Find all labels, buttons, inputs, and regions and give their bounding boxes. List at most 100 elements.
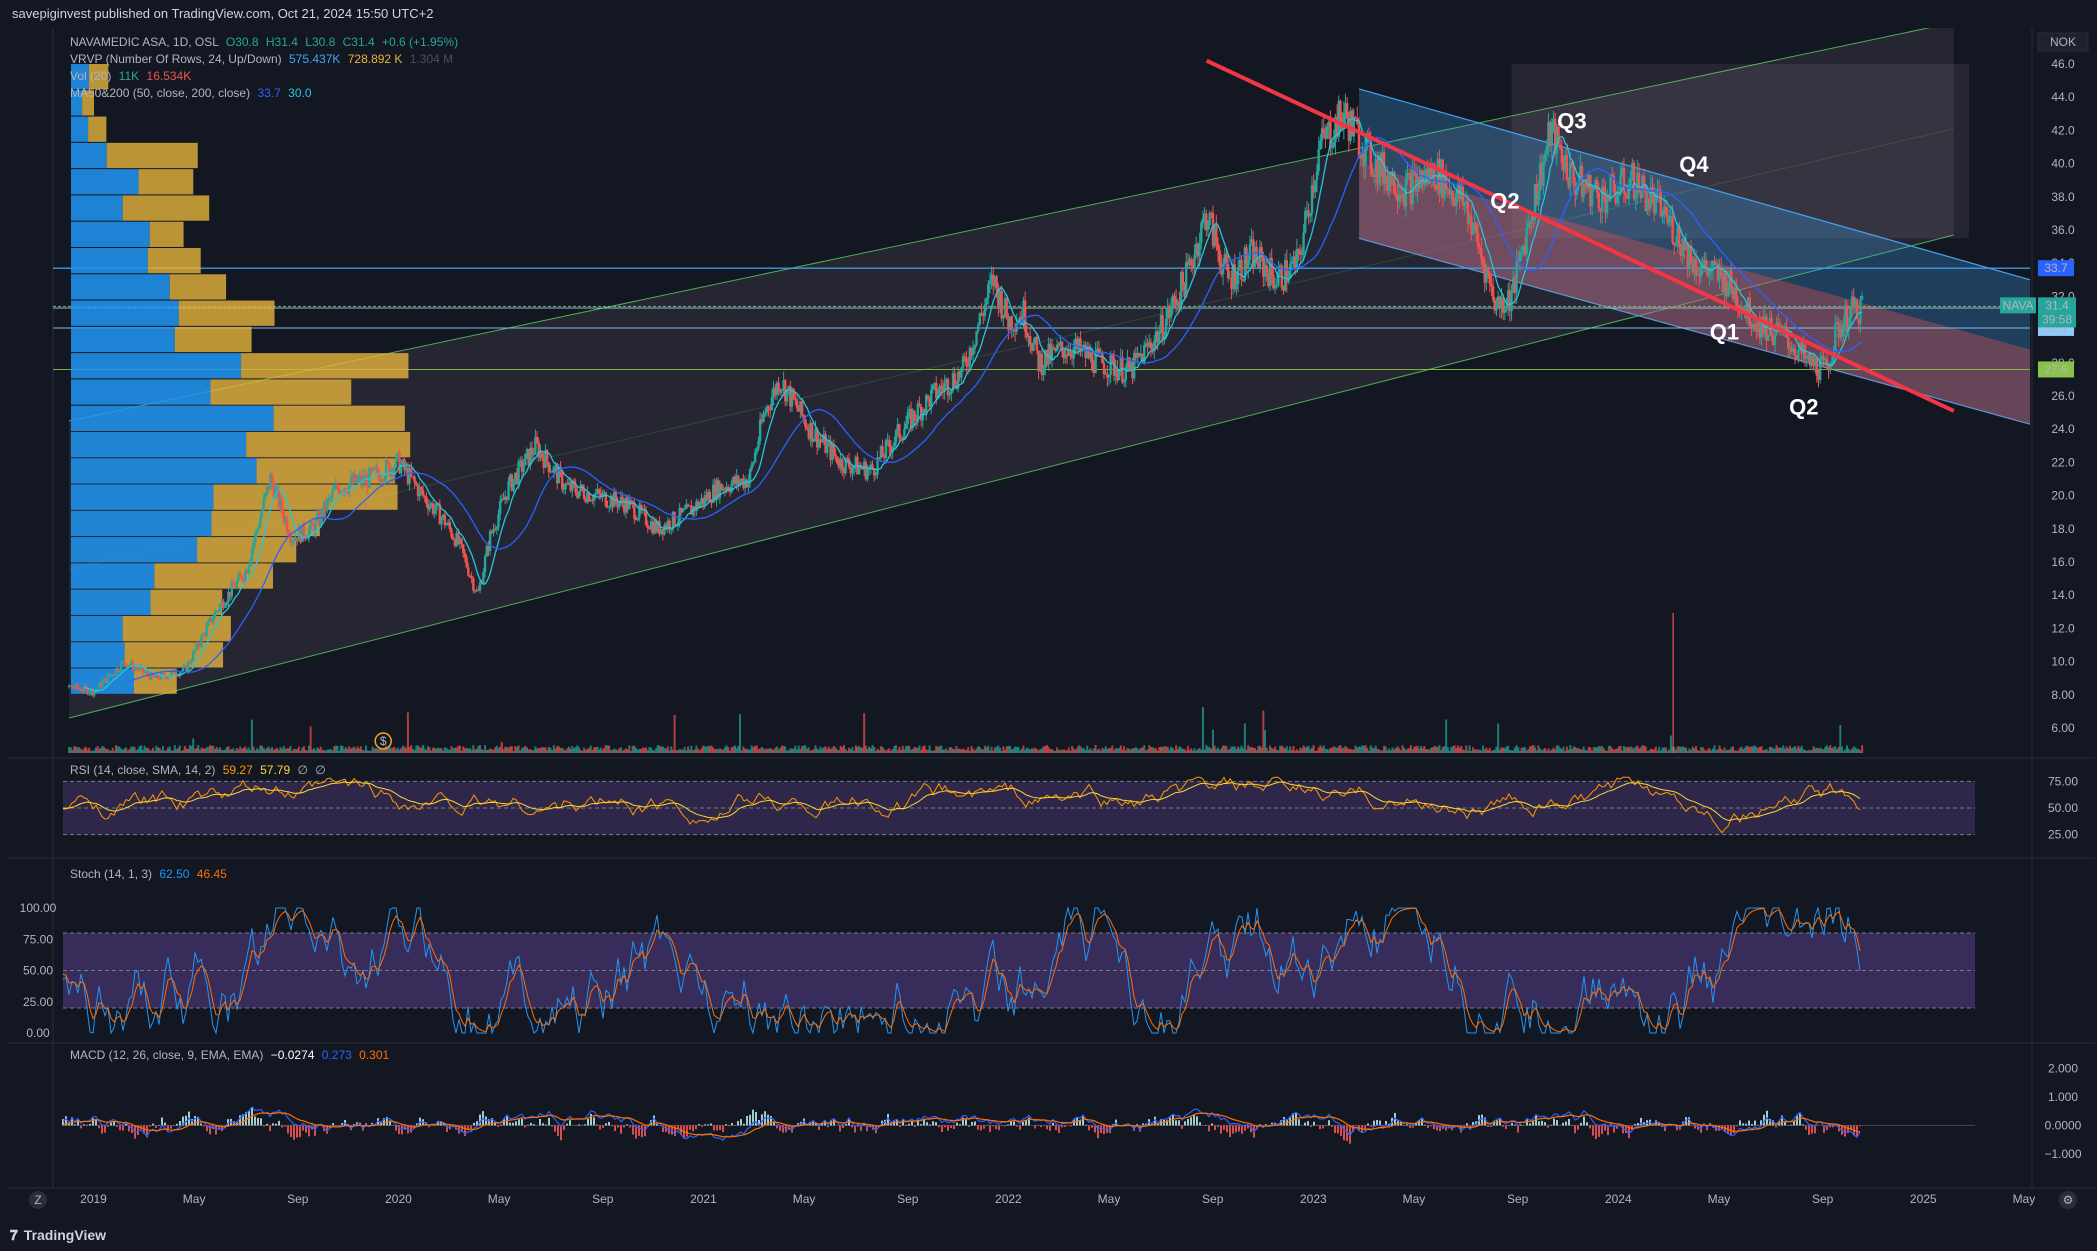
volume-bar [1300,748,1303,753]
ma-value-1: 33.7 [257,86,281,100]
macd-histogram-bar [95,1119,97,1126]
macd-histogram-bar [1586,1122,1588,1126]
volume-bar [579,749,582,753]
volume-bar [1195,750,1198,753]
macd-histogram-bar [770,1115,772,1126]
volume-bar [636,749,639,753]
candle-body [324,501,327,511]
volume-bar [277,750,280,753]
macd-histogram-bar [737,1121,739,1126]
macd-histogram-bar [1292,1113,1294,1126]
volume-bar [946,750,949,753]
macd-histogram-bar [1058,1125,1060,1133]
candle-body [985,298,988,305]
time-tick-label: 2020 [385,1192,412,1206]
macd-histogram-bar [1520,1124,1522,1126]
candle-body [155,673,158,678]
candle-body [301,524,304,543]
candle-body [1233,264,1237,290]
candle-body [1463,202,1466,206]
volume-bar [1007,746,1010,753]
macd-histogram-bar [395,1125,397,1131]
candle-body [1659,190,1663,217]
price-tick-label: 22.0 [2051,455,2075,469]
candle-body [1247,260,1250,268]
candle-body [930,389,933,408]
candle-body [148,675,151,680]
macd-histogram-bar [1442,1125,1444,1129]
macd-histogram-bar [608,1121,610,1126]
volume-bar [1810,750,1813,753]
volume-bar [1238,748,1241,753]
candle-body [1436,158,1439,190]
volume-bar [772,749,775,753]
candle-body [498,500,502,515]
chart-canvas[interactable]: $Q3Q4Q2Q1Q246.044.042.040.038.036.034.03… [8,28,2095,1218]
volume-bar [385,745,388,753]
volume-bar [546,749,549,753]
candle-body [225,602,228,606]
volume-bar [467,748,470,753]
macd-histogram-bar [1235,1125,1237,1133]
candle-body [701,498,705,505]
candle-body [849,466,852,474]
macd-histogram-bar [1529,1123,1531,1126]
candle-body [113,674,116,676]
volume-bar [1674,749,1677,753]
volume-bar [371,746,374,753]
volume-bar [482,750,485,753]
candle-body [926,395,930,397]
macd-histogram-bar [1004,1125,1006,1127]
candle-body [591,500,594,502]
volume-bar [1497,723,1500,753]
volume-bar [676,750,679,753]
candle-body [690,505,693,515]
volume-bar [1835,749,1838,753]
candle-body [354,474,358,483]
volume-bar [710,745,713,753]
macd-histogram-bar [143,1125,145,1134]
chart-area[interactable]: $Q3Q4Q2Q1Q246.044.042.040.038.036.034.03… [8,28,2095,1218]
rsi-legend: RSI (14, close, SMA, 14, 2) 59.27 57.79 … [70,762,326,779]
candle-body [623,503,626,513]
volume-bar [118,746,121,753]
macd-tick-label: 2.000 [2048,1062,2078,1076]
volume-bar [323,750,326,753]
candle-body [1644,185,1647,212]
candle-body [1295,249,1299,269]
candle-body [567,482,571,485]
volume-bar [229,749,232,753]
candle-body [1179,272,1183,306]
volume-bar [245,749,248,753]
volume-bar [601,749,604,753]
macd-histogram-bar [1352,1125,1354,1132]
volume-bar [422,745,425,753]
candle-body [1381,152,1384,177]
macd-histogram-bar [728,1125,730,1127]
macd-histogram-bar [497,1125,499,1127]
volume-bar [651,749,654,753]
macd-histogram-bar [947,1125,949,1131]
volume-bar [655,747,658,753]
candle-body [470,576,473,579]
candle-body [1741,307,1745,311]
volume-profile-up-bar [71,589,151,615]
candle-body [862,461,866,470]
volume-bar [1445,719,1448,753]
candle-body [1074,338,1077,348]
candle-body [577,491,581,498]
volume-bar [1327,749,1330,753]
candle-body [307,529,311,539]
candle-body [346,491,349,493]
volume-bar [742,746,745,753]
tradingview-logo[interactable]: 𝟕 TradingView [10,1220,106,1251]
macd-histogram-bar [1046,1125,1048,1130]
candle-body [1218,250,1221,266]
candle-body [450,528,453,538]
volume-bar [1171,747,1174,753]
volume-bar [802,745,805,753]
candle-body [1315,171,1319,181]
candle-body [1257,263,1260,268]
volume-bar [1160,746,1163,753]
volume-bar [1544,748,1547,753]
